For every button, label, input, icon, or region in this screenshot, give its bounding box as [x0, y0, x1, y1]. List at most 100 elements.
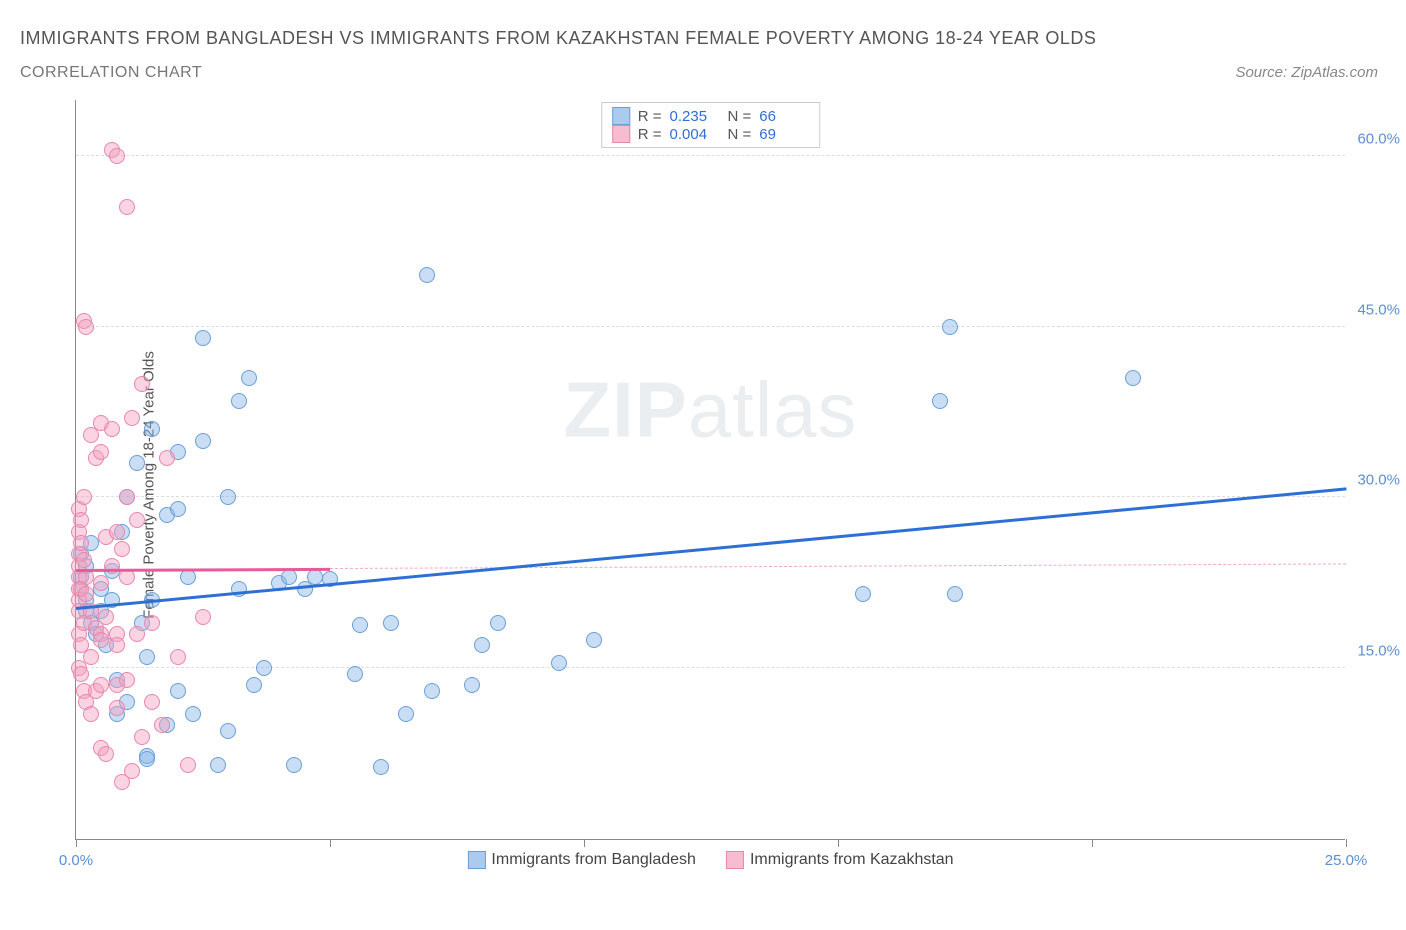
- x-tick: [838, 839, 839, 847]
- data-point: [180, 757, 196, 773]
- data-point: [419, 267, 435, 283]
- chart-title: IMMIGRANTS FROM BANGLADESH VS IMMIGRANTS…: [20, 28, 1096, 49]
- source-attribution: Source: ZipAtlas.com: [1235, 64, 1378, 81]
- data-point: [256, 660, 272, 676]
- data-point: [73, 512, 89, 528]
- y-tick-label: 30.0%: [1357, 472, 1400, 489]
- data-point: [170, 501, 186, 517]
- n-value-kazakhstan: 69: [759, 126, 809, 143]
- n-label: N =: [728, 108, 752, 125]
- y-tick-label: 45.0%: [1357, 301, 1400, 318]
- data-point: [286, 757, 302, 773]
- data-point: [220, 489, 236, 505]
- data-point: [104, 421, 120, 437]
- legend-label-bangladesh: Immigrants from Bangladesh: [491, 851, 696, 869]
- data-point: [241, 370, 257, 386]
- data-point: [78, 586, 94, 602]
- data-point: [185, 706, 201, 722]
- data-point: [195, 330, 211, 346]
- data-point: [210, 757, 226, 773]
- data-point: [73, 666, 89, 682]
- r-label: R =: [638, 126, 662, 143]
- data-point: [124, 763, 140, 779]
- legend-item-kazakhstan: Immigrants from Kazakhstan: [726, 851, 954, 869]
- data-point: [93, 677, 109, 693]
- data-point: [76, 552, 92, 568]
- data-point: [398, 706, 414, 722]
- data-point: [93, 575, 109, 591]
- n-label: N =: [728, 126, 752, 143]
- data-point: [195, 609, 211, 625]
- data-point: [170, 649, 186, 665]
- legend-row-kazakhstan: R = 0.004 N = 69: [612, 125, 810, 143]
- trend-line: [76, 487, 1346, 609]
- data-point: [83, 706, 99, 722]
- gridline: [76, 326, 1345, 327]
- chart-container: Female Poverty Among 18-24 Year Olds ZIP…: [55, 100, 1385, 870]
- data-point: [109, 524, 125, 540]
- legend-label-kazakhstan: Immigrants from Kazakhstan: [750, 851, 954, 869]
- y-tick-label: 15.0%: [1357, 643, 1400, 660]
- data-point: [586, 632, 602, 648]
- y-tick-label: 60.0%: [1357, 130, 1400, 147]
- data-point: [246, 677, 262, 693]
- data-point: [551, 655, 567, 671]
- data-point: [124, 410, 140, 426]
- data-point: [119, 672, 135, 688]
- correlation-legend: R = 0.235 N = 66 R = 0.004 N = 69: [601, 102, 821, 148]
- data-point: [139, 649, 155, 665]
- data-point: [383, 615, 399, 631]
- data-point: [83, 649, 99, 665]
- x-tick-label: 0.0%: [59, 852, 93, 869]
- data-point: [119, 199, 135, 215]
- x-tick: [1092, 839, 1093, 847]
- data-point: [93, 632, 109, 648]
- data-point: [347, 666, 363, 682]
- swatch-pink: [726, 851, 744, 869]
- data-point: [119, 489, 135, 505]
- data-point: [93, 444, 109, 460]
- data-point: [134, 729, 150, 745]
- x-tick-label: 25.0%: [1325, 852, 1368, 869]
- data-point: [73, 535, 89, 551]
- legend-row-bangladesh: R = 0.235 N = 66: [612, 107, 810, 125]
- data-point: [281, 569, 297, 585]
- data-point: [76, 489, 92, 505]
- data-point: [119, 569, 135, 585]
- data-point: [144, 615, 160, 631]
- data-point: [154, 717, 170, 733]
- x-tick: [76, 839, 77, 847]
- data-point: [104, 558, 120, 574]
- gridline: [76, 155, 1345, 156]
- data-point: [195, 433, 211, 449]
- data-point: [98, 609, 114, 625]
- chart-subtitle: CORRELATION CHART: [20, 64, 202, 82]
- data-point: [109, 148, 125, 164]
- data-point: [474, 637, 490, 653]
- data-point: [942, 319, 958, 335]
- data-point: [109, 637, 125, 653]
- data-point: [78, 319, 94, 335]
- data-point: [424, 683, 440, 699]
- data-point: [134, 376, 150, 392]
- series-legend: Immigrants from Bangladesh Immigrants fr…: [467, 851, 953, 869]
- watermark: ZIPatlas: [563, 365, 857, 456]
- data-point: [129, 512, 145, 528]
- data-point: [180, 569, 196, 585]
- data-point: [220, 723, 236, 739]
- swatch-blue: [467, 851, 485, 869]
- data-point: [1125, 370, 1141, 386]
- data-point: [114, 541, 130, 557]
- data-point: [129, 455, 145, 471]
- data-point: [932, 393, 948, 409]
- data-point: [464, 677, 480, 693]
- data-point: [129, 626, 145, 642]
- data-point: [109, 700, 125, 716]
- x-tick: [584, 839, 585, 847]
- data-point: [373, 759, 389, 775]
- data-point: [855, 586, 871, 602]
- data-point: [139, 751, 155, 767]
- x-tick: [330, 839, 331, 847]
- legend-item-bangladesh: Immigrants from Bangladesh: [467, 851, 696, 869]
- r-value-kazakhstan: 0.004: [670, 126, 720, 143]
